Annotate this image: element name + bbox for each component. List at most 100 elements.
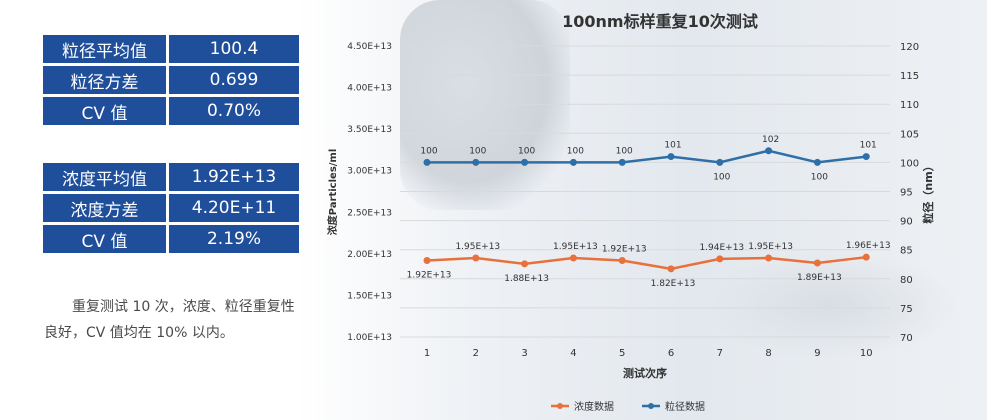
y-left-tick-label: 3.00E+13 — [347, 167, 392, 177]
y-right-tick-label: 75 — [900, 304, 913, 315]
chart-title: 100nm标样重复10次测试 — [562, 12, 758, 31]
y-right-tick-label: 90 — [900, 217, 913, 228]
x-tick-label: 5 — [619, 348, 625, 359]
table-row: CV 值 2.19% — [43, 225, 299, 253]
table-row: 浓度平均值 1.92E+13 — [43, 163, 299, 191]
size-data-label: 100 — [616, 146, 633, 156]
size-data-point — [618, 158, 626, 166]
y-right-tick-label: 120 — [900, 42, 919, 53]
table-row: 粒径方差 0.699 — [43, 66, 299, 94]
size-data-point — [521, 158, 529, 166]
concentration-series-line — [426, 255, 867, 271]
y-left-tick-label: 4.50E+13 — [347, 42, 392, 52]
stat-label: 粒径方差 — [43, 66, 169, 94]
size-data-label: 100 — [811, 172, 828, 182]
y-right-tick-label: 70 — [900, 333, 913, 344]
concentration-data-label: 1.92E+13 — [407, 271, 452, 281]
concentration-data-point — [667, 265, 675, 273]
concentration-data-label: 1.88E+13 — [504, 274, 549, 284]
concentration-data-label: 1.95E+13 — [455, 242, 500, 252]
size-data-point — [569, 158, 577, 166]
stat-value: 100.4 — [169, 35, 299, 63]
y-right-tick-label: 100 — [900, 158, 919, 169]
y-left-tick-label: 3.50E+13 — [347, 125, 392, 135]
concentration-data-point — [423, 257, 431, 265]
size-data-label: 102 — [762, 135, 779, 145]
legend-label: 浓度数据 — [574, 400, 614, 413]
stat-label: CV 值 — [43, 225, 169, 253]
concentration-data-point — [618, 257, 626, 265]
table-row: 粒径平均值 100.4 — [43, 35, 299, 63]
y-left-tick-label: 1.00E+13 — [347, 333, 392, 343]
y-left-tick-label: 2.50E+13 — [347, 208, 392, 218]
size-data-point — [667, 153, 675, 161]
size-data-label: 101 — [664, 141, 681, 151]
y-right-tick-label: 115 — [900, 71, 919, 82]
x-tick-label: 1 — [424, 348, 430, 359]
y-left-tick-label: 4.00E+13 — [347, 84, 392, 94]
x-axis-title: 测试次序 — [623, 366, 667, 380]
stat-label: 浓度方差 — [43, 194, 169, 222]
y-right-tick-label: 95 — [900, 188, 913, 199]
x-tick-label: 10 — [860, 348, 873, 359]
y-right-axis-title: 粒径（nm） — [921, 160, 935, 223]
x-tick-label: 7 — [717, 348, 723, 359]
legend-marker — [557, 403, 563, 409]
concentration-data-label: 1.82E+13 — [651, 279, 696, 289]
concentration-data-label: 1.95E+13 — [748, 242, 793, 252]
summary-text: 重复测试 10 次，浓度、粒径重复性良好，CV 值均在 10% 以内。 — [44, 299, 295, 341]
concentration-data-label: 1.94E+13 — [699, 243, 744, 253]
size-data-point — [813, 158, 821, 166]
size-data-point — [716, 158, 724, 166]
y-left-axis-title: 浓度Particles/ml — [326, 149, 339, 236]
size-data-label: 100 — [469, 146, 486, 156]
size-data-point — [862, 153, 870, 161]
size-data-label: 101 — [860, 141, 877, 151]
stat-value: 2.19% — [169, 225, 299, 253]
stat-value: 1.92E+13 — [169, 163, 299, 191]
concentration-data-label: 1.95E+13 — [553, 242, 598, 252]
size-series-line — [427, 149, 867, 164]
concentration-data-point — [521, 260, 529, 268]
stat-label: 粒径平均值 — [43, 35, 169, 63]
y-left-tick-label: 1.50E+13 — [347, 291, 392, 301]
y-right-tick-label: 110 — [900, 100, 919, 111]
x-tick-label: 6 — [668, 348, 674, 359]
size-data-label: 100 — [713, 172, 730, 182]
concentration-data-label: 1.89E+13 — [797, 273, 842, 283]
size-data-label: 100 — [420, 146, 437, 156]
concentration-data-point — [862, 253, 870, 261]
concentration-data-point — [813, 259, 821, 267]
size-stats-table: 粒径平均值 100.4 粒径方差 0.699 CV 值 0.70% — [43, 32, 299, 128]
stat-value: 0.70% — [169, 97, 299, 125]
concentration-stats-table: 浓度平均值 1.92E+13 浓度方差 4.20E+11 CV 值 2.19% — [43, 160, 299, 256]
x-tick-label: 3 — [521, 348, 527, 359]
concentration-data-label: 1.96E+13 — [846, 241, 891, 251]
size-data-label: 100 — [518, 146, 535, 156]
size-data-point — [472, 158, 480, 166]
concentration-data-point — [716, 255, 724, 263]
table-row: CV 值 0.70% — [43, 97, 299, 125]
concentration-data-point — [472, 254, 480, 262]
stat-value: 0.699 — [169, 66, 299, 94]
stat-label: CV 值 — [43, 97, 169, 125]
x-tick-label: 8 — [765, 348, 771, 359]
legend-label: 粒径数据 — [665, 400, 705, 413]
x-tick-label: 9 — [814, 348, 820, 359]
size-data-point — [765, 147, 773, 155]
x-tick-label: 4 — [570, 348, 576, 359]
table-row: 浓度方差 4.20E+11 — [43, 194, 299, 222]
stat-label: 浓度平均值 — [43, 163, 169, 191]
legend-marker — [648, 403, 654, 409]
size-data-label: 100 — [567, 146, 584, 156]
concentration-data-label: 1.92E+13 — [602, 245, 647, 255]
y-right-tick-label: 80 — [900, 275, 913, 286]
concentration-data-point — [569, 254, 577, 262]
concentration-data-point — [765, 254, 773, 262]
y-right-tick-label: 85 — [900, 246, 913, 257]
size-data-point — [423, 158, 431, 166]
y-left-tick-label: 2.00E+13 — [347, 250, 392, 260]
x-tick-label: 2 — [473, 348, 479, 359]
stat-value: 4.20E+11 — [169, 194, 299, 222]
